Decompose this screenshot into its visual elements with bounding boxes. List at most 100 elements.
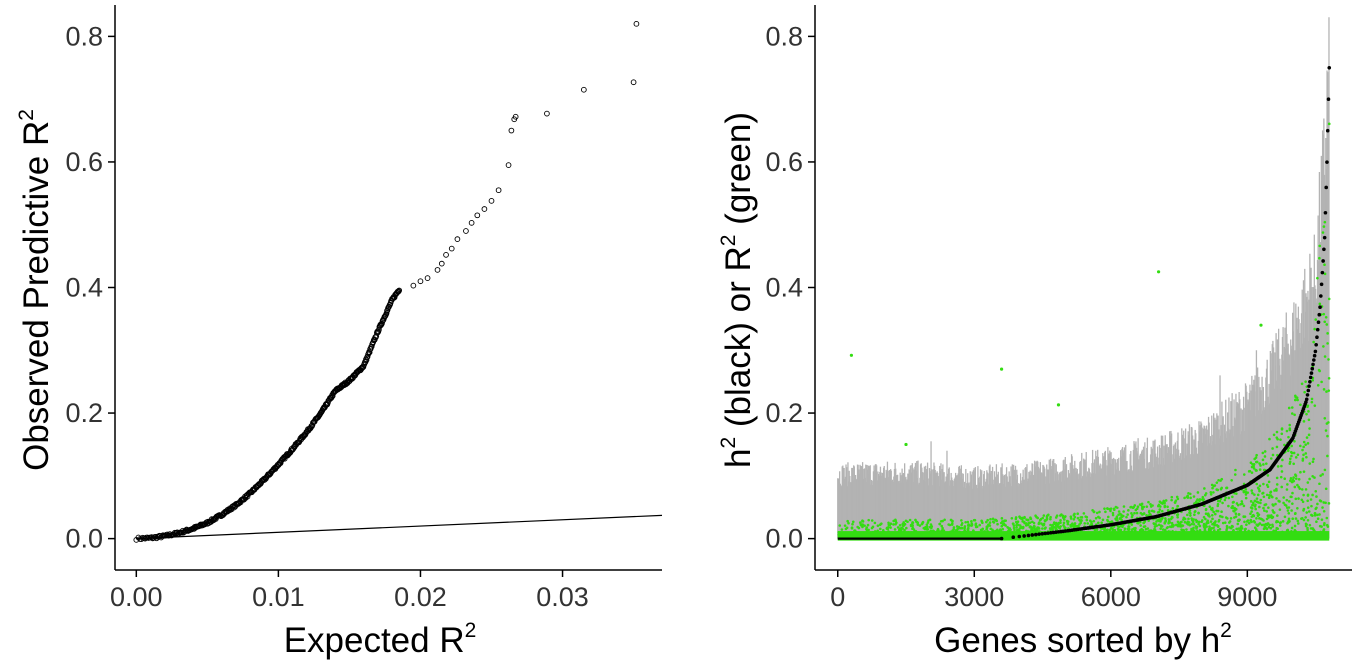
h2-data-point [1317, 312, 1322, 317]
r2-data-point [1197, 520, 1201, 524]
r2-data-point [1293, 439, 1296, 443]
r2-data-point [1118, 512, 1122, 516]
r2-data-point [1244, 496, 1248, 500]
r2-data-point [1325, 516, 1329, 520]
r2-data-point [1013, 528, 1016, 532]
r2-data-point [1280, 485, 1283, 489]
r2-data-point [1139, 511, 1143, 515]
r2-data-point [851, 522, 854, 526]
r2-data-point [1101, 518, 1105, 522]
r2-data-point [1251, 501, 1255, 505]
r2-data-point [1069, 525, 1073, 528]
r2-data-point [1286, 521, 1289, 525]
h2-data-point [1318, 305, 1322, 310]
r2-data-point [1076, 516, 1080, 520]
r2-data-point [1229, 517, 1233, 520]
r2-data-point [1306, 404, 1310, 407]
r2-data-point [938, 522, 942, 526]
r2-data-point [1090, 522, 1093, 526]
r2-data-point [1307, 510, 1311, 513]
right-y-ticks: 0.0 0.2 0.4 0.6 0.8 [765, 21, 815, 554]
r2-data-point [1322, 312, 1326, 316]
r2-data-point [1004, 524, 1007, 527]
r2-data-point [1290, 444, 1293, 448]
r2-data-point [1192, 522, 1196, 526]
r2-data-point [1312, 457, 1315, 461]
right-y-tick-label: 0.4 [765, 273, 803, 303]
r2-data-point [1256, 524, 1259, 527]
r2-data-point [1204, 492, 1208, 495]
r2-data-point [1221, 521, 1225, 525]
r2-data-point [1327, 297, 1331, 301]
r2-data-point [1164, 517, 1167, 520]
r2-data-point [1231, 501, 1235, 504]
r2-data-point [1064, 515, 1067, 518]
h2-data-point [1312, 358, 1316, 362]
r2-data-point [1213, 512, 1217, 516]
r2-data-point [1142, 521, 1145, 525]
r2-data-point [996, 522, 999, 526]
left-data-point [135, 534, 142, 541]
r2-data-point [930, 525, 934, 528]
r2-data-point [896, 526, 900, 529]
r2-data-point [1253, 457, 1256, 461]
r2-data-point [892, 519, 895, 523]
r2-data-point [1132, 505, 1135, 509]
h2-data-point [1312, 353, 1317, 358]
r2-data-point [1318, 524, 1322, 528]
r2-data-point [1170, 498, 1173, 502]
r2-data-point [1148, 509, 1151, 513]
left-data-point [383, 310, 390, 317]
r2-data-point [1294, 497, 1298, 501]
r2-data-point [847, 521, 850, 525]
r2-data-point [1062, 521, 1066, 525]
r2-data-point [1215, 481, 1219, 484]
r2-data-point [1325, 323, 1329, 326]
r2-data-point [1170, 495, 1174, 499]
r2-data-point [1131, 513, 1134, 517]
r2-data-point [1270, 495, 1274, 499]
r2-data-point [1302, 493, 1305, 497]
r2-data-point [1323, 416, 1327, 420]
r2-data-point [1059, 525, 1062, 528]
r2-data-point [1211, 506, 1214, 510]
r2-data-point [1098, 516, 1101, 520]
h2-data-point [1307, 384, 1311, 388]
left-data-point [286, 450, 293, 457]
r2-data-point [1083, 522, 1087, 525]
r2-data-point [1310, 397, 1314, 401]
r2-data-point [1212, 510, 1216, 514]
r2-data-point [1287, 435, 1290, 439]
right-x-tick-label: 9000 [1217, 582, 1277, 612]
r2-data-point [1042, 514, 1046, 517]
r2-data-point [1288, 462, 1292, 465]
r2-data-point [1111, 513, 1115, 517]
r2-data-point [1255, 482, 1259, 486]
r2-data-point [1322, 345, 1325, 348]
r2-data-point [1122, 505, 1126, 508]
r2-data-point [1294, 474, 1298, 478]
r2-data-point [1324, 315, 1328, 319]
r2-data-point [1272, 433, 1276, 437]
r2-data-point [916, 521, 920, 525]
r2-data-point [1296, 506, 1299, 510]
r2-data-point [1256, 493, 1260, 497]
r2-data-point [870, 519, 874, 522]
r2-data-point [1163, 504, 1167, 508]
r2-data-point [926, 528, 930, 531]
h2-data-point [1304, 400, 1308, 404]
r2-data-point [1308, 477, 1311, 481]
right-y-tick-label: 0.2 [765, 398, 803, 428]
r2-data-point [1104, 510, 1107, 514]
r2-data-point [1234, 507, 1238, 511]
r2-data-point [1147, 500, 1150, 504]
r2-data-point [966, 520, 970, 524]
left-data-point [167, 531, 173, 537]
r2-data-point [939, 519, 943, 523]
r2-data-point [1119, 516, 1122, 520]
r2-data-point [1253, 493, 1256, 496]
r2-data-point [964, 520, 967, 524]
r2-data-point [909, 523, 913, 527]
r2-data-point [1309, 498, 1313, 501]
r2-data-point [1311, 379, 1315, 382]
